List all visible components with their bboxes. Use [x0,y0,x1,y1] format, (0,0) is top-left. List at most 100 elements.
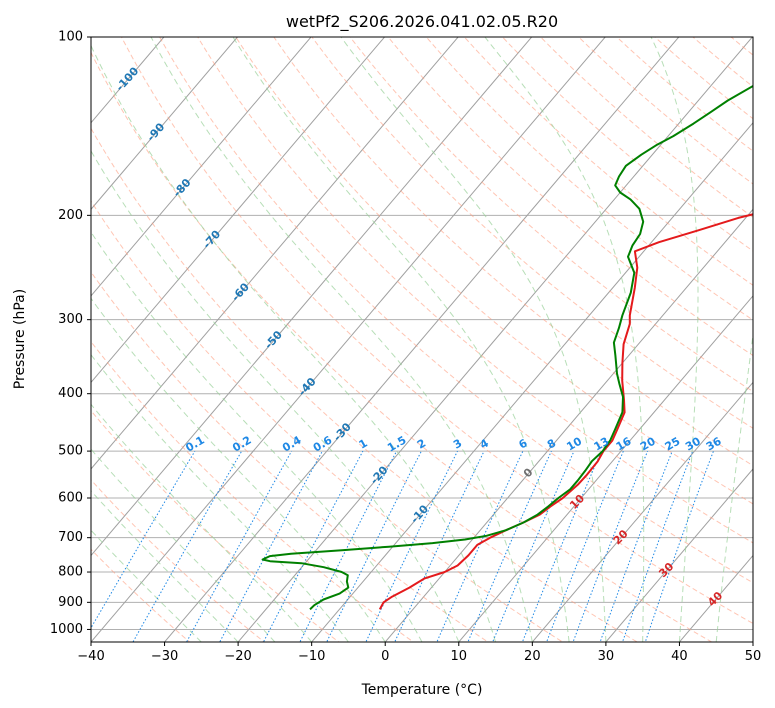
dry-adiabat-line [730,37,753,56]
x-tick-label: 20 [524,649,541,664]
x-tick-label: 10 [451,649,468,664]
dry-adiabat-line [197,37,753,544]
dry-adiabat-line [91,271,489,642]
moist-adiabat-line [91,150,460,642]
x-tick-label: −30 [151,649,178,664]
isotherm-line [752,641,753,642]
dry-adiabat-line [91,479,266,642]
isotherm-line [605,468,753,642]
moist-adiabat-line [340,37,607,642]
mixing-ratio-line [521,450,602,642]
y-tick-label: 400 [58,386,83,401]
isotherm-line [384,208,753,642]
isotherm-line [91,37,533,557]
y-tick-label: 700 [58,530,83,545]
dry-adiabat-line [91,51,713,642]
y-tick-label: 1000 [50,622,83,637]
mixing-ratio-label: 4 [478,436,491,451]
x-tick-label: 40 [671,649,688,664]
isotherm-line [531,381,753,642]
moist-adiabat-line [650,37,699,642]
moist-adiabat-line [91,490,239,642]
mixing-ratio-line [599,450,673,642]
y-tick-label: 900 [58,595,83,610]
moist-adiabat-line [91,403,313,642]
x-tick-label: −20 [224,649,251,664]
temperature-profile-line [378,213,753,610]
plot-area: 0.1 0.2 0.4 0.6 1 1.5 2 3 4 6 8 10 13 16 20 25 30 36-100-… [91,10,775,654]
isotherm-line [91,37,312,297]
mixing-ratio-line [621,450,694,642]
mixing-ratio-label: 3 [451,437,464,452]
line-labels: 0.1 0.2 0.4 0.6 1 1.5 2 3 4 6 8 10 13 16 20 25 30 36-100-… [113,64,725,609]
y-tick-label: 100 [58,30,83,45]
chart-title: wetPf2_S206.2026.041.02.05.R20 [286,12,558,32]
dry-adiabat-line [539,37,753,218]
x-tick-label: −40 [77,649,104,664]
isotherm-line [91,37,165,124]
y-tick-label: 500 [58,444,83,459]
moist-adiabat-line [91,448,276,642]
mixing-ratio-line [299,450,398,642]
mixing-ratio-line [546,450,624,642]
dry-adiabat-line [159,37,753,584]
axes: −40 −30 −20 −10 0 10 20 30 40 50 100 200 300 400 500 60… [50,30,761,665]
y-tick-label: 800 [58,565,83,580]
dry-adiabat-line [91,548,191,642]
x-tick-label: 50 [745,649,762,664]
mixing-ratio-line [186,450,293,642]
x-tick-label: −10 [298,649,325,664]
y-tick-label: 600 [58,491,83,506]
dry-adiabat-line [577,37,753,185]
mixing-ratio-label: 1 [357,437,370,452]
dry-adiabat-line [311,37,753,429]
dry-adiabat-line [349,37,753,393]
mixing-ratio-line [91,450,196,629]
isotherm-line [91,37,239,211]
moist-adiabat-line [91,231,423,642]
dry-adiabat-line [654,37,753,120]
x-tick-label: 30 [598,649,615,664]
dry-adiabat-line [91,127,639,642]
isotherm-line [237,37,753,642]
moist-adiabat-line [91,44,497,642]
isotherm-line [91,37,606,642]
dry-adiabat-line [387,37,753,357]
moist-adiabat-line [232,37,570,642]
mixing-ratio-line [365,450,458,642]
dry-adiabat-line [501,37,753,252]
moist-adiabat-line [91,297,386,642]
mixing-ratio-line [262,450,364,642]
mixing-ratio-label: 6 [517,436,530,451]
mixing-ratio-line [572,450,649,642]
mixing-ratio-line [326,450,422,642]
dry-adiabat-line [737,10,775,654]
mixing-ratio-line [132,450,243,642]
mixing-ratio-line [492,450,575,642]
y-tick-label: 300 [58,312,83,327]
x-axis-label: Temperature (°C) [361,682,483,698]
isotherm-line [458,295,753,642]
mixing-ratio-line [644,450,714,642]
x-tick-label: 0 [381,649,389,664]
y-tick-label: 200 [58,208,83,223]
isotherm-line [91,37,459,470]
isotherm-line [163,37,680,642]
plot-frame [90,36,754,643]
mixing-ratio-line [394,450,485,642]
moist-adiabat-line [715,330,753,642]
moist-adiabat-line [91,353,349,642]
dry-adiabat-line [425,37,753,321]
dry-adiabat-line [120,37,753,625]
dry-adiabat-line [235,37,753,505]
dry-adiabat-line [91,409,340,642]
series-layer [261,84,753,611]
dewpoint-profile-line [261,84,753,611]
moist-adiabat-line [484,37,645,642]
isotherm-line [91,37,386,384]
dry-adiabat-line [91,340,415,642]
dry-adiabat-line [273,37,753,467]
moist-adiabat-line [150,37,533,642]
y-axis-label: Pressure (hPa) [12,289,28,389]
